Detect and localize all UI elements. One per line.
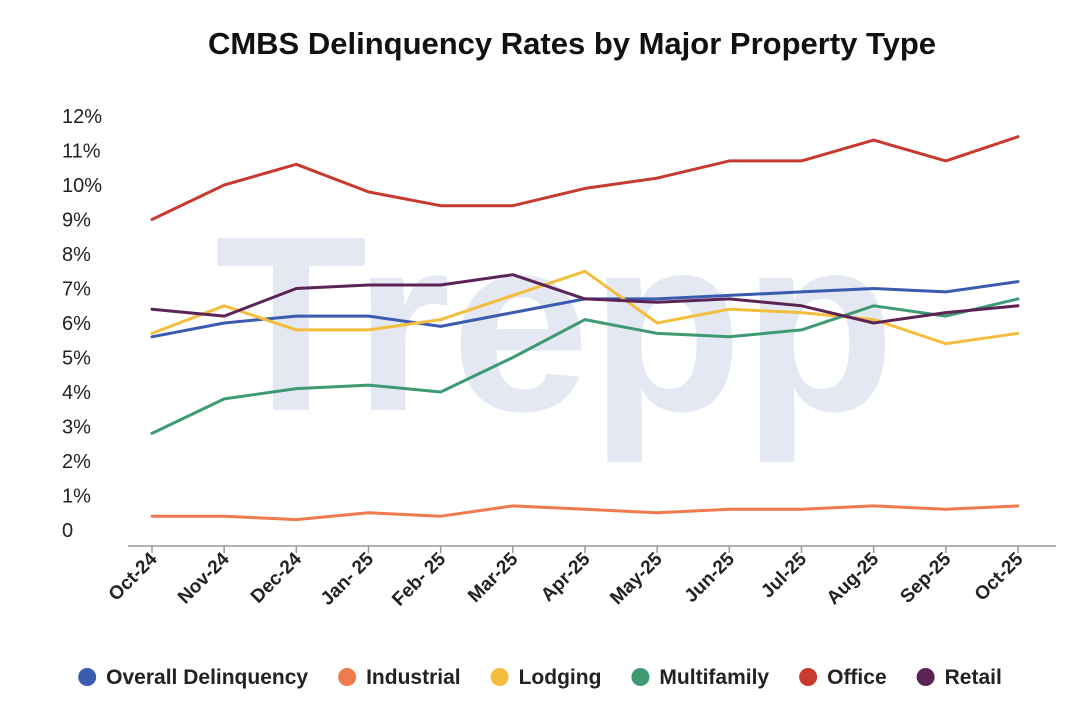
x-tick-label: Sep-25 xyxy=(896,548,955,607)
y-tick-label: 8% xyxy=(62,244,91,266)
series-line-retail xyxy=(150,273,1020,325)
x-tick-label: Jan- 25 xyxy=(317,548,378,609)
x-axis-ticks: Oct-24 Nov-24 Dec-24 Jan- 25 Feb- 25 Mar-25 Ap… xyxy=(105,546,1028,611)
legend-marker xyxy=(916,668,935,686)
x-tick-label: Apr-25 xyxy=(537,548,595,606)
legend-marker xyxy=(78,668,97,686)
watermark: Trepp xyxy=(215,184,896,463)
legend-marker xyxy=(490,668,509,686)
series-line-industrial xyxy=(150,504,1020,522)
legend-item-retail: Retail xyxy=(916,666,1002,689)
legend-label: Office xyxy=(827,666,887,689)
x-tick-label: Dec-24 xyxy=(247,548,306,607)
legend-marker xyxy=(799,668,818,686)
legend-label: Retail xyxy=(945,666,1002,689)
legend-label: Industrial xyxy=(366,666,461,689)
y-tick-label: 3% xyxy=(62,417,91,439)
y-tick-label: 2% xyxy=(62,451,91,473)
series-line-office xyxy=(150,135,1020,221)
series-line-lodging xyxy=(150,269,1020,346)
series-lines xyxy=(150,135,1020,522)
legend-label: Lodging xyxy=(519,666,602,689)
y-tick-label: 12% xyxy=(62,106,102,128)
y-tick-label: 6% xyxy=(62,313,91,335)
legend-label: Overall Delinquency xyxy=(106,666,308,689)
legend-item-industrial: Industrial xyxy=(338,666,461,689)
x-tick-label: Oct-24 xyxy=(105,548,162,605)
y-tick-label: 10% xyxy=(62,175,102,197)
y-tick-label: 11% xyxy=(62,141,101,163)
y-tick-label: 9% xyxy=(62,210,91,232)
x-tick-label: Mar-25 xyxy=(464,548,522,606)
series-line-multifamily xyxy=(150,297,1020,435)
chart-title: CMBS Delinquency Rates by Major Property… xyxy=(208,26,936,61)
x-tick-label: May-25 xyxy=(606,548,667,609)
legend-item-overall-delinquency: Overall Delinquency xyxy=(78,666,308,689)
legend-item-lodging: Lodging xyxy=(490,666,602,689)
legend: Overall Delinquency Industrial Lodging Mult… xyxy=(78,666,1002,689)
x-tick-label: Jul-25 xyxy=(757,548,811,602)
legend-item-office: Office xyxy=(799,666,887,689)
y-tick-label: 4% xyxy=(62,382,91,404)
x-tick-label: Oct-25 xyxy=(971,548,1028,605)
y-tick-label: 0 xyxy=(62,520,73,542)
y-tick-label: 5% xyxy=(62,348,91,370)
y-tick-label: 1% xyxy=(62,486,91,508)
x-tick-label: Aug-25 xyxy=(823,548,884,609)
x-tick-label: Feb- 25 xyxy=(388,548,450,610)
legend-label: Multifamily xyxy=(659,666,769,689)
x-tick-label: Nov-24 xyxy=(174,548,234,608)
legend-marker xyxy=(631,668,650,686)
y-tick-label: 7% xyxy=(62,279,91,301)
legend-marker xyxy=(338,668,357,686)
y-axis-ticks: 0 1% 2% 3% 4% 5% 6% 7% 8% 9% 10% 11% 12% xyxy=(62,106,102,542)
legend-item-multifamily: Multifamily xyxy=(631,666,769,689)
x-tick-label: Jun-25 xyxy=(681,548,739,606)
